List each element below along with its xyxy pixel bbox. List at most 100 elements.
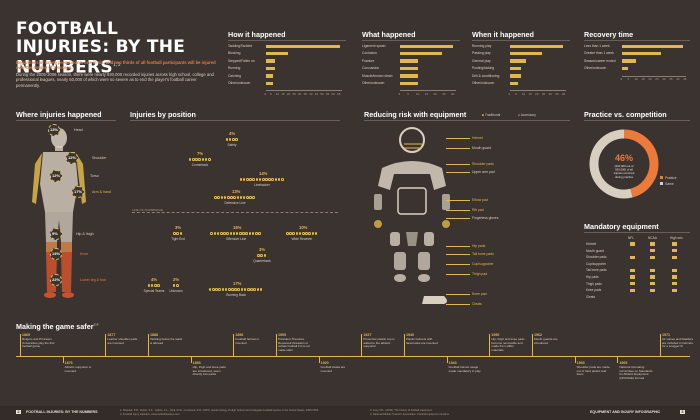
bar-mark [510, 44, 564, 48]
position-dot [195, 158, 198, 161]
timeline-event: 1927 Protective plastic cup is added to t… [363, 333, 397, 349]
position-dot [311, 232, 315, 235]
timeline-year: 1896 [235, 333, 244, 337]
section-rule [584, 232, 690, 233]
timeline-year: 1920 [320, 361, 329, 365]
position-label: Tight End [171, 237, 185, 241]
position-dot-row [210, 232, 261, 235]
footer-left-title: FOOTBALL INJURIES: BY THE NUMBERS [26, 410, 98, 414]
position-dot-row [188, 158, 211, 161]
table-row-label: Helmet [586, 242, 597, 246]
timeline-event: 1950 Hip, thigh and knee pads become remo… [491, 333, 525, 353]
timeline-tick [318, 357, 320, 363]
donut-center-text: during practice [615, 175, 634, 179]
bar-mark [266, 52, 289, 56]
bar-label: Running play [472, 44, 492, 48]
x-tick-label: 30 [451, 91, 455, 96]
donut-center-value: 46% [615, 153, 633, 163]
timeline-text: Rutgers and Princeton Universities play … [22, 336, 55, 349]
timeline-year: 1927 [363, 333, 372, 337]
x-tick-label: 40 [676, 77, 680, 82]
legend-swatch [660, 182, 663, 185]
position-dot [245, 178, 249, 181]
timeline-year: 1965 [576, 361, 585, 365]
x-tick-label: 20 [648, 77, 652, 82]
table-check-mark [672, 275, 677, 279]
footer-source-2: 2. Football injury statistics; www.footb… [120, 413, 180, 416]
equipment-leader-line [446, 200, 470, 201]
timeline-text: Football helmet usage made mandatory in … [448, 364, 481, 373]
timeline-text: Protective plastic cup is added to the a… [363, 336, 395, 349]
bar-label: Other/unknown [584, 66, 607, 71]
page-number-left: 2 [16, 410, 21, 414]
body-part-percent: 13% [50, 127, 59, 132]
bar-mark [622, 52, 661, 56]
timeline-tick [20, 334, 21, 356]
table-check-mark [672, 288, 677, 292]
table-row-label: Knee pads [586, 288, 602, 293]
bar-label: Ligament sprain [362, 44, 386, 48]
position-dot [249, 178, 252, 181]
position-dot-row [286, 232, 318, 235]
position-dot [258, 232, 261, 235]
position-dot [173, 232, 176, 235]
bar-mark [266, 74, 273, 78]
section-rule [228, 40, 346, 41]
x-tick-label: 20 [535, 91, 539, 96]
x-tick-label: 35 [555, 91, 559, 96]
x-tick-label: 25 [442, 91, 446, 96]
position-dot [236, 196, 240, 199]
equipment-leader-line [446, 138, 470, 139]
bar-mark [622, 44, 684, 48]
equipment-leader-line [446, 148, 470, 149]
position-dot [172, 284, 176, 287]
bar-mark [510, 74, 521, 78]
timeline-event: 1920 Football cleats are invented [320, 361, 355, 373]
bar-label: Other/unknown [228, 81, 251, 85]
x-axis [400, 90, 456, 91]
bar-label: Drill & conditioning [472, 73, 500, 78]
legend-label: Practice [665, 176, 677, 180]
timeline-event: 1971 Air valves and bladders are included… [662, 333, 696, 349]
footer-source-4: 4. National Athletic Trainers' Associati… [370, 413, 450, 416]
bar-label: Season/career ended [584, 58, 616, 63]
timeline-text: National Operating Committee on Standard… [619, 364, 653, 381]
donut-center-text: injuries occurred [614, 171, 635, 175]
table-check-mark [630, 255, 635, 259]
body-part-marker [72, 186, 84, 198]
x-tick-label: 0 [264, 91, 267, 96]
position-label: Running Back [226, 293, 246, 297]
equipment-section-title: Reducing risk with equipment [364, 110, 467, 119]
position-dot [213, 232, 217, 235]
position-dot [232, 232, 236, 235]
x-tick-label: 35 [669, 77, 673, 82]
equipment-figure [374, 127, 450, 304]
timeline-event: 1888 Tackling below the waist is allowed [150, 333, 184, 345]
timeline-tick [404, 334, 405, 356]
timeline-tick [617, 357, 619, 363]
timeline-text: Football cleats are invented [320, 364, 346, 373]
x-tick-label: 20 [433, 91, 437, 96]
position-dot [292, 232, 295, 235]
timeline-tick [190, 357, 192, 363]
position-dot [261, 178, 265, 181]
donut-center-text: 920,000) of all [615, 168, 633, 172]
position-percent: 16% [233, 225, 242, 230]
table-check-mark [672, 242, 677, 246]
timeline-text: Hip, thigh and knee pads become removabl… [491, 336, 525, 353]
position-dot [153, 284, 157, 287]
table-check-mark [672, 282, 677, 286]
x-tick-label: 15 [281, 91, 285, 96]
position-label: Offensive Line [225, 237, 247, 241]
bar-mark [266, 59, 275, 63]
position-dot-row [172, 284, 179, 287]
practice-vs-competition-title: Practice vs. competition [584, 110, 667, 119]
x-tick-label: 40 [561, 91, 566, 96]
table-check-mark [650, 288, 655, 292]
bar-mark [622, 66, 628, 71]
bar-label: Tackling/Tackled [228, 44, 253, 48]
section-rule [584, 120, 690, 121]
position-percent: 17% [233, 281, 242, 286]
bar-mark [510, 66, 521, 71]
